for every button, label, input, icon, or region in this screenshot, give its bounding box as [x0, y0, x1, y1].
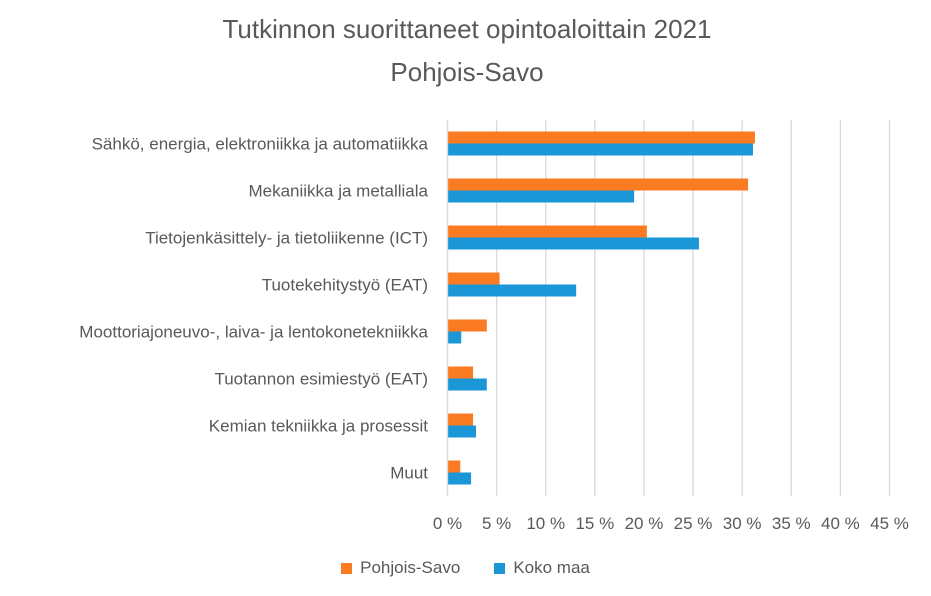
bar-koko-maa: [447, 378, 487, 391]
bar-koko-maa: [447, 237, 699, 250]
y-category-label: Tuotekehitystyö (EAT): [262, 276, 428, 295]
y-category-label: Tietojenkäsittely- ja tietoliikenne (ICT…: [145, 229, 428, 248]
bar-koko-maa: [447, 331, 462, 344]
bar-pohjois-savo: [447, 460, 461, 473]
x-tick-label: 5 %: [482, 514, 511, 533]
y-category-label: Mekaniikka ja metalliala: [248, 182, 428, 201]
y-category-label: Moottoriajoneuvo-, laiva- ja lentokonete…: [79, 323, 428, 342]
legend-swatch: [341, 562, 353, 574]
y-category-label: Tuotannon esimiestyö (EAT): [214, 370, 428, 389]
bar-koko-maa: [447, 284, 577, 297]
x-tick-label: 10 %: [526, 514, 565, 533]
bar-koko-maa: [447, 425, 476, 438]
bar-pohjois-savo: [447, 319, 487, 332]
bar-pohjois-savo: [447, 225, 647, 238]
x-tick-label: 20 %: [625, 514, 664, 533]
legend-item-koko-maa: Koko maa: [494, 558, 590, 578]
chart-subtitle: Pohjois-Savo: [390, 57, 544, 87]
bar-koko-maa: [447, 472, 472, 485]
legend-swatch: [494, 562, 506, 574]
bar-koko-maa: [447, 143, 753, 156]
bar-pohjois-savo: [447, 272, 500, 285]
bar-pohjois-savo: [447, 413, 474, 426]
bar-pohjois-savo: [447, 178, 749, 191]
legend-label: Koko maa: [513, 558, 590, 577]
y-category-label: Sähkö, energia, elektroniikka ja automat…: [92, 135, 429, 154]
chart-title: Tutkinnon suorittaneet opintoaloittain 2…: [222, 14, 712, 44]
bar-koko-maa: [447, 190, 635, 203]
x-tick-label: 30 %: [723, 514, 762, 533]
x-tick-label: 40 %: [821, 514, 860, 533]
x-tick-label: 0 %: [433, 514, 462, 533]
bar-pohjois-savo: [447, 131, 755, 144]
y-category-label: Kemian tekniikka ja prosessit: [209, 417, 428, 436]
legend-item-pohjois-savo: Pohjois-Savo: [341, 558, 460, 578]
x-tick-label: 15 %: [575, 514, 614, 533]
bar-pohjois-savo: [447, 366, 474, 379]
legend: Pohjois-Savo Koko maa: [0, 558, 931, 578]
legend-label: Pohjois-Savo: [360, 558, 461, 577]
x-tick-label: 45 %: [870, 514, 909, 533]
x-tick-label: 25 %: [674, 514, 713, 533]
y-category-label: Muut: [390, 464, 428, 483]
x-tick-label: 35 %: [772, 514, 811, 533]
